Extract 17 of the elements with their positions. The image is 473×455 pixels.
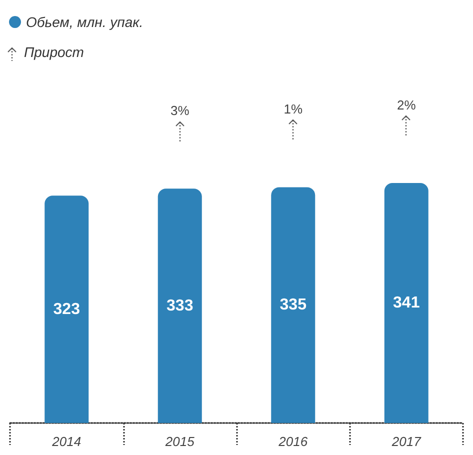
text: Прирост xyxy=(24,44,84,60)
x-tick-label: 2017 xyxy=(390,434,422,449)
text: 3% xyxy=(170,103,190,118)
bar xyxy=(158,188,202,423)
bar xyxy=(271,187,316,423)
x-tick-label: 2015 xyxy=(164,434,196,449)
text: 1% xyxy=(284,102,303,117)
data-label: 335 xyxy=(280,296,307,314)
data-label: 333 xyxy=(166,297,194,314)
legend-label: Обьем, млн. упак. xyxy=(26,14,144,30)
x-tick-label: 2016 xyxy=(278,434,308,449)
data-label: 323 xyxy=(53,300,80,318)
x-tick-label: 2014 xyxy=(51,434,82,449)
bar xyxy=(44,196,89,423)
data-label: 341 xyxy=(393,294,420,312)
bar xyxy=(384,183,428,423)
text: 2% xyxy=(396,98,416,112)
